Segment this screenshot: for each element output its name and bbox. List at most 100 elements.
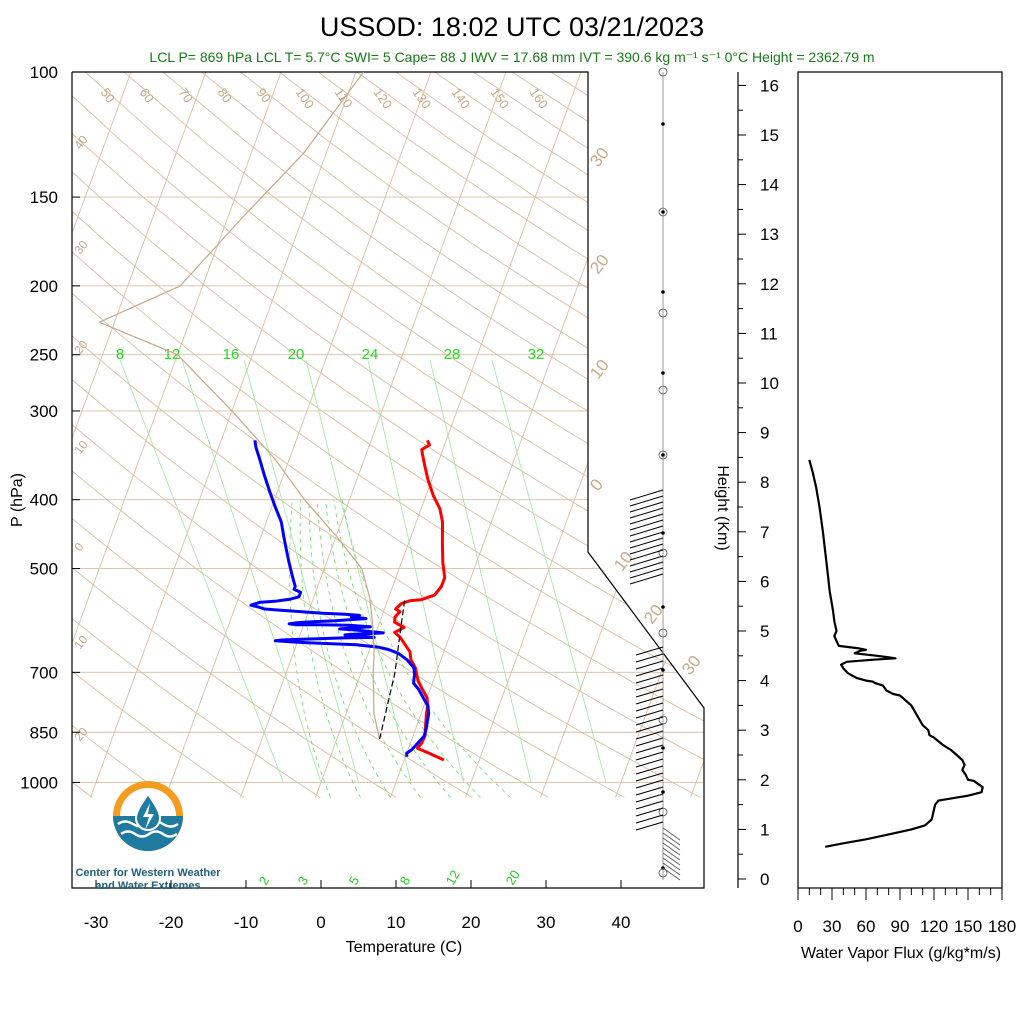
dry-adiabat-line [72, 72, 704, 798]
temperature-tick-label: -10 [234, 913, 259, 932]
barb-level-circle [658, 67, 668, 77]
height-tick-label: 11 [760, 324, 778, 343]
mixing-ratio-label-bottom: 3 [295, 874, 312, 888]
dry-adiabat-label: 90 [254, 85, 275, 105]
wind-barb [629, 531, 664, 543]
dry-adiabat-line [201, 72, 704, 798]
temperature-axis-label: Temperature (C) [346, 939, 462, 956]
wind-barb [629, 507, 664, 519]
barb-calm-dot [661, 668, 665, 672]
height-tick-label: 0 [760, 870, 769, 889]
dry-adiabat-line [123, 72, 704, 798]
wind-barb [635, 751, 664, 761]
isotherm-line [240, 72, 507, 798]
isotherm-line [165, 72, 432, 798]
dry-adiabat-label: 150 [488, 85, 513, 111]
flux-profile [808, 459, 984, 848]
barb-calm-dot [661, 746, 665, 750]
wind-barb [635, 772, 664, 782]
wind-barb [629, 501, 664, 513]
isotherm-label: 20 [586, 251, 613, 278]
dry-adiabat-label: 140 [449, 85, 474, 111]
isotherm-label: 0 [71, 540, 86, 554]
wind-barb [629, 537, 664, 549]
mixing-ratio-label-top: 24 [362, 346, 379, 363]
flux-tick-label: 150 [954, 917, 982, 936]
temperature-tick-label: -20 [159, 913, 184, 932]
profile-temperature [393, 439, 447, 762]
height-tick-label: 13 [760, 225, 779, 244]
dry-adiabat-line [72, 72, 704, 798]
mixing-ratio-label-bottom: 5 [346, 874, 363, 888]
dry-adiabat-line [72, 72, 321, 798]
mixing-ratio-label-top: 8 [116, 346, 124, 363]
pressure-tick-label: 850 [30, 723, 58, 742]
pressure-tick-label: 100 [30, 63, 58, 82]
mixing-ratio-line [429, 359, 532, 783]
wind-barb [635, 800, 664, 810]
isotherm-line [72, 72, 282, 798]
mixing-ratio-label-bottom: 12 [443, 867, 463, 887]
wind-barb [635, 681, 664, 691]
barb-calm-dot [661, 371, 665, 375]
height-tick-label: 16 [760, 76, 779, 95]
mixing-ratio-label-top: 20 [288, 346, 305, 363]
dry-adiabat-line [72, 72, 473, 798]
wind-barb [635, 730, 664, 740]
wind-barb [629, 495, 664, 507]
dry-adiabat-line [628, 72, 704, 798]
pressure-tick-label: 1000 [20, 773, 58, 792]
height-tick-label: 9 [760, 424, 769, 443]
mixing-ratio-label-bottom: 20 [503, 867, 523, 887]
barb-level-circle [658, 308, 668, 318]
height-tick-label: 6 [760, 572, 769, 591]
isotherm-line [690, 72, 704, 798]
wind-barb [635, 653, 664, 663]
chart-subtitle: LCL P= 869 hPa LCL T= 5.7°C SWI= 5 Cape=… [149, 49, 874, 65]
moist-adiabat-line [316, 499, 421, 798]
temperature-tick-label: 20 [462, 913, 481, 932]
dry-adiabat-label: 160 [527, 85, 552, 111]
dry-adiabat-line [0, 72, 16, 798]
dry-adiabat-label: 60 [137, 85, 158, 105]
dry-adiabat-line [395, 72, 704, 798]
isotherm-label: 10 [586, 356, 613, 383]
wind-barb [629, 489, 664, 501]
pressure-tick-label: 250 [30, 346, 58, 365]
dry-adiabat-line [72, 72, 549, 798]
wind-barb [662, 867, 681, 881]
wind-barb [635, 814, 664, 824]
wind-barb [635, 793, 664, 803]
moist-adiabat-line [289, 499, 331, 798]
mixing-ratio-line [119, 359, 284, 783]
barb-level-circle [658, 450, 668, 460]
isotherm-label: 0 [586, 475, 607, 494]
pressure-tick-label: 150 [30, 188, 58, 207]
dry-adiabat-line [356, 72, 704, 798]
mixing-ratio-line [305, 359, 412, 783]
pressure-axis-label: P (hPa) [9, 473, 26, 527]
wind-barb [629, 549, 664, 561]
flux-panel-frame [797, 71, 1003, 889]
mixing-ratio-line [181, 359, 322, 783]
height-tick-label: 15 [760, 126, 779, 145]
mixing-ratio-label-top: 16 [223, 346, 240, 363]
wind-barbs [629, 67, 681, 881]
logo-text-line1: Center for Western Weather [75, 867, 221, 879]
dry-adiabat-line [706, 72, 1024, 798]
flux-axis-label: Water Vapor Flux (g/kg*m/s) [801, 945, 1001, 962]
pressure-axis: 100 150 200 250 300 400 500 700 850 1000 [20, 63, 80, 792]
logo-bolt-icon [143, 803, 154, 830]
dry-adiabat-line [84, 72, 704, 798]
dry-adiabat-line [72, 72, 397, 798]
dry-adiabat-label: 70 [176, 85, 197, 105]
wind-barb [635, 702, 664, 712]
dry-adiabat-line [72, 72, 245, 798]
isotherm-line [615, 72, 704, 798]
wind-barb [635, 660, 664, 670]
profile-parcel [98, 72, 381, 740]
barb-level-circle [658, 868, 668, 878]
height-tick-label: 3 [760, 721, 769, 740]
